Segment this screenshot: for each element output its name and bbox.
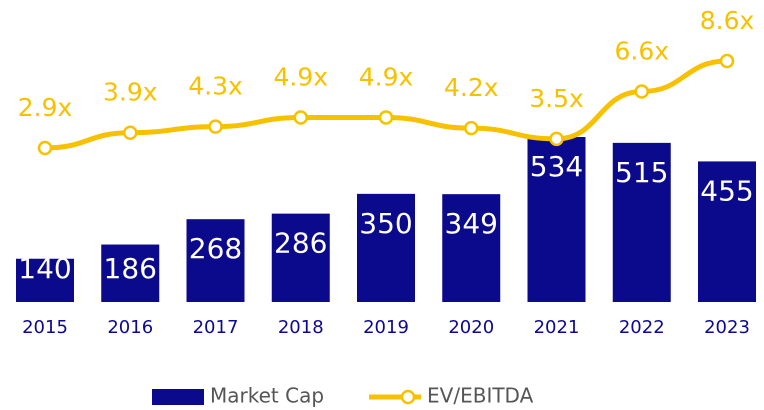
bar-label: 349: [445, 207, 498, 240]
bar: [271, 213, 330, 302]
line-point: [464, 120, 479, 136]
bar: [612, 142, 671, 302]
x-tick-label: 2015: [22, 317, 68, 338]
line-label: 4.9x: [273, 62, 328, 91]
line-point: [293, 110, 308, 125]
line-label: 4.9x: [359, 62, 414, 91]
line-label: 6.6x: [614, 37, 669, 66]
bar: [186, 219, 245, 302]
x-tick-label: 2016: [107, 317, 153, 338]
bar-label: 268: [189, 232, 242, 265]
line-point: [378, 110, 394, 125]
bar-label: 186: [104, 252, 157, 285]
line-label: 2.9x: [18, 93, 73, 122]
bar: [527, 137, 586, 302]
bar-label: 515: [615, 156, 668, 189]
bar-label: 286: [274, 227, 327, 260]
line-point: [634, 84, 649, 99]
x-tick-label: 2017: [193, 317, 239, 338]
bar: [442, 194, 501, 302]
line-label: 3.5x: [529, 84, 584, 113]
x-tick-label: 2018: [278, 317, 324, 338]
legend-label: Market Cap: [210, 384, 324, 408]
bar-label: 534: [530, 150, 583, 183]
bar: [101, 244, 160, 302]
x-tick-label: 2023: [704, 317, 750, 338]
x-tick-label: 2021: [534, 317, 580, 338]
line-point: [719, 53, 735, 69]
bar-label: 350: [359, 207, 412, 240]
bar: [698, 161, 756, 302]
line-label: 3.9x: [103, 78, 158, 107]
bar: [357, 193, 415, 302]
legend-marker: [400, 389, 416, 405]
legend-swatch: [152, 389, 204, 405]
bar: [16, 258, 74, 302]
bar-label: 455: [700, 174, 753, 207]
line-point: [37, 140, 53, 156]
line-point: [549, 131, 564, 147]
line-label: 4.3x: [188, 72, 243, 101]
x-tick-label: 2019: [363, 317, 409, 338]
line-point: [208, 119, 223, 134]
x-tick-label: 2022: [619, 317, 665, 338]
bar-label: 140: [18, 252, 71, 285]
x-tick-label: 2020: [448, 317, 494, 338]
line-label: 4.2x: [444, 73, 499, 102]
line-label: 8.6x: [700, 6, 755, 35]
line-point: [123, 125, 138, 140]
legend-label: EV/EBITDA: [427, 384, 534, 408]
